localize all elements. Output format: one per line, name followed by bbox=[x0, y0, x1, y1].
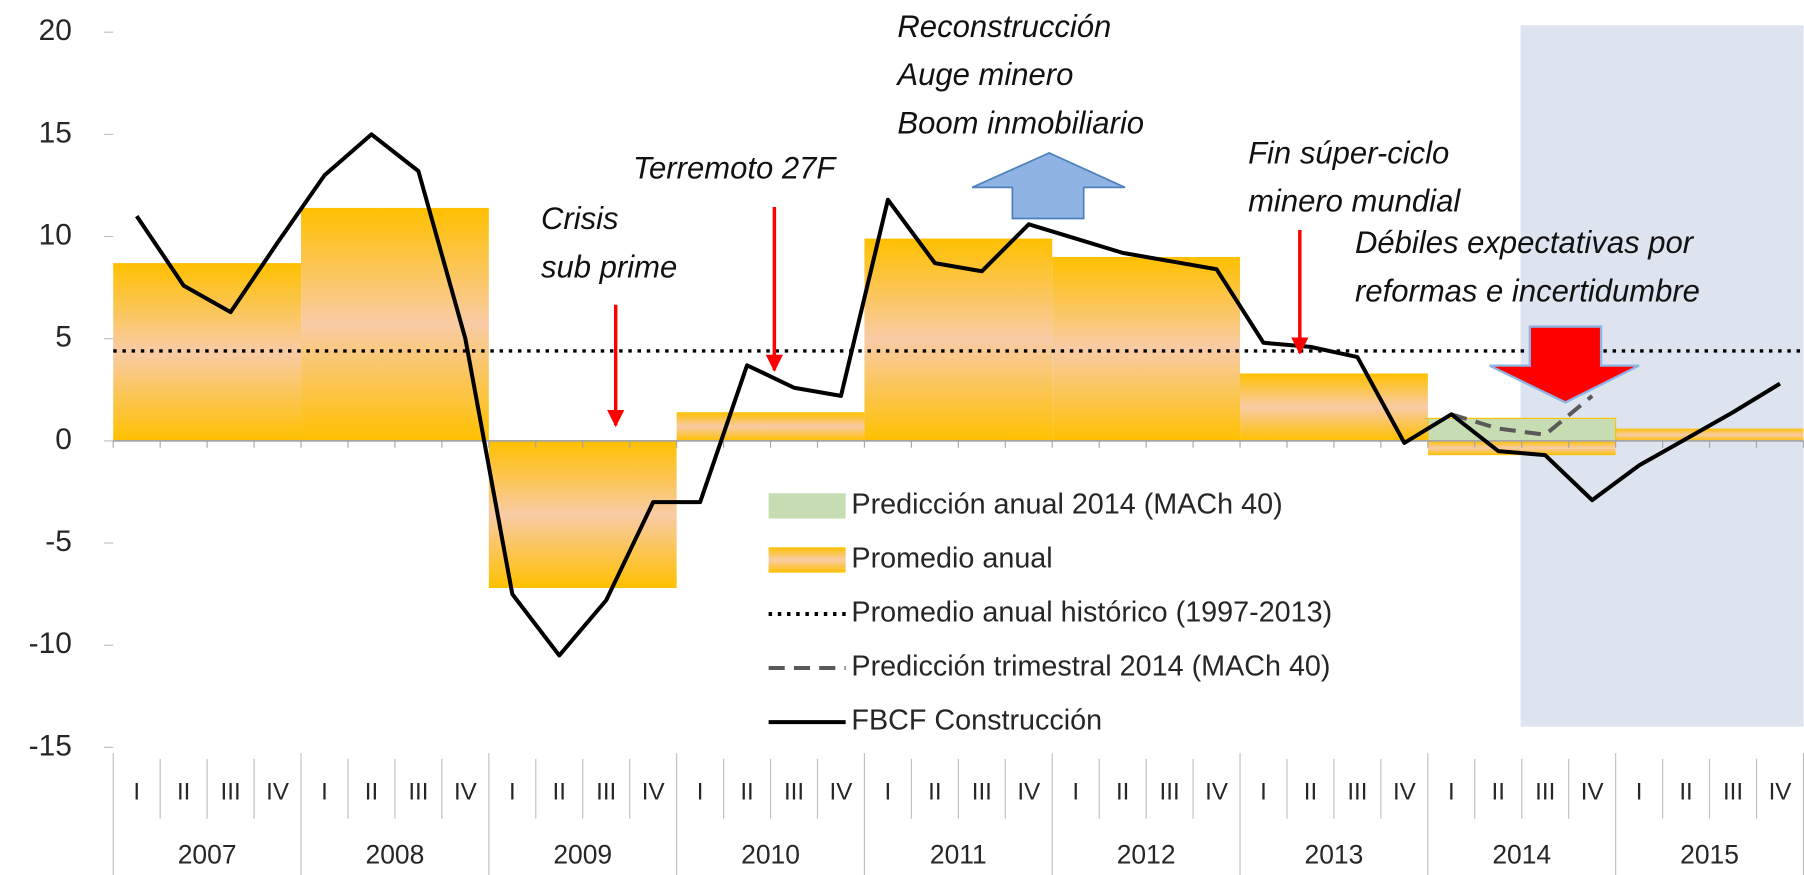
group-label: 2007 bbox=[178, 840, 237, 870]
y-tick-label: 5 bbox=[55, 321, 72, 354]
y-tick-label: 15 bbox=[39, 116, 72, 149]
bar bbox=[864, 238, 1053, 441]
group-label: 2008 bbox=[366, 840, 425, 870]
x-tick-label: III bbox=[1535, 779, 1555, 806]
x-tick-label: II bbox=[1304, 779, 1317, 806]
x-tick-label: I bbox=[321, 779, 328, 806]
y-tick-label: -10 bbox=[29, 627, 72, 660]
x-tick-label: III bbox=[221, 779, 241, 806]
bar bbox=[1052, 256, 1241, 441]
x-tick-label: III bbox=[972, 779, 992, 806]
x-tick-label: I bbox=[1448, 779, 1455, 806]
y-tick-label: -15 bbox=[29, 729, 72, 762]
x-tick-label: IV bbox=[266, 779, 289, 806]
x-tick-label: I bbox=[1260, 779, 1267, 806]
legend-label: Promedio anual bbox=[851, 543, 1052, 575]
x-tick-label: I bbox=[133, 779, 140, 806]
x-tick-label: III bbox=[408, 779, 428, 806]
group-label: 2010 bbox=[741, 840, 800, 870]
down-arrow bbox=[1489, 325, 1640, 404]
x-tick-label: IV bbox=[454, 779, 477, 806]
x-tick-label: III bbox=[1723, 779, 1743, 806]
x-tick-label: II bbox=[928, 779, 941, 806]
x-tick-label: II bbox=[553, 779, 566, 806]
x-tick-label: III bbox=[596, 779, 616, 806]
x-tick-label: III bbox=[784, 779, 804, 806]
annotation: sub prime bbox=[541, 249, 677, 284]
line bbox=[1450, 394, 1594, 437]
x-tick-label: II bbox=[177, 779, 190, 806]
x-tick-label: II bbox=[1492, 779, 1505, 806]
annotation: minero mundial bbox=[1248, 184, 1461, 219]
group-label: 2011 bbox=[930, 840, 987, 870]
x-tick-label: I bbox=[1636, 779, 1643, 806]
annotation: Reconstrucción bbox=[897, 9, 1111, 44]
x-tick-label: IV bbox=[642, 779, 665, 806]
x-tick-label: IV bbox=[1017, 779, 1040, 806]
x-tick-label: IV bbox=[1581, 779, 1604, 806]
x-tick-label: I bbox=[885, 779, 892, 806]
bar bbox=[676, 412, 865, 441]
annotation: reformas e incertidumbre bbox=[1355, 273, 1700, 308]
annotation: Fin súper-ciclo bbox=[1248, 135, 1449, 170]
legend-label: Predicción anual 2014 (MACh 40) bbox=[851, 489, 1282, 521]
bar bbox=[1427, 417, 1617, 442]
x-tick-label: I bbox=[509, 779, 516, 806]
annotation: Auge minero bbox=[895, 57, 1073, 92]
annotation: Terremoto 27F bbox=[633, 150, 837, 185]
x-tick-label: III bbox=[1347, 779, 1367, 806]
annotation: Crisis bbox=[541, 201, 619, 236]
legend-label: Promedio anual histórico (1997-2013) bbox=[851, 597, 1332, 629]
legend-label: FBCF Construcción bbox=[851, 705, 1102, 737]
group-label: 2013 bbox=[1305, 840, 1364, 870]
group-label: 2012 bbox=[1117, 840, 1176, 870]
x-tick-label: I bbox=[1072, 779, 1079, 806]
x-tick-label: I bbox=[697, 779, 704, 806]
x-tick-label: II bbox=[1679, 779, 1692, 806]
x-tick-label: IV bbox=[1769, 779, 1792, 806]
group-label: 2014 bbox=[1492, 840, 1551, 870]
x-tick-label: II bbox=[365, 779, 378, 806]
y-tick-label: 20 bbox=[39, 14, 72, 47]
x-tick-label: III bbox=[1160, 779, 1180, 806]
up-arrow bbox=[971, 151, 1126, 220]
group-label: 2015 bbox=[1680, 840, 1739, 870]
group-label: 2009 bbox=[553, 840, 612, 870]
y-tick-label: 10 bbox=[39, 218, 72, 251]
x-tick-label: II bbox=[740, 779, 753, 806]
y-tick-label: 0 bbox=[55, 423, 72, 456]
x-tick-label: IV bbox=[1393, 779, 1416, 806]
legend-swatch bbox=[768, 493, 846, 519]
y-tick-label: -5 bbox=[45, 525, 72, 558]
x-tick-label: II bbox=[1116, 779, 1129, 806]
x-tick-label: IV bbox=[830, 779, 853, 806]
legend-swatch bbox=[768, 547, 846, 573]
line bbox=[135, 132, 1782, 658]
legend-label: Predicción trimestral 2014 (MACh 40) bbox=[851, 651, 1330, 683]
x-tick-label: IV bbox=[1205, 779, 1228, 806]
annotation: Débiles expectativas por bbox=[1355, 225, 1695, 260]
annotation: Boom inmobiliario bbox=[897, 106, 1144, 141]
bar bbox=[301, 207, 489, 441]
bar bbox=[1615, 428, 1804, 441]
